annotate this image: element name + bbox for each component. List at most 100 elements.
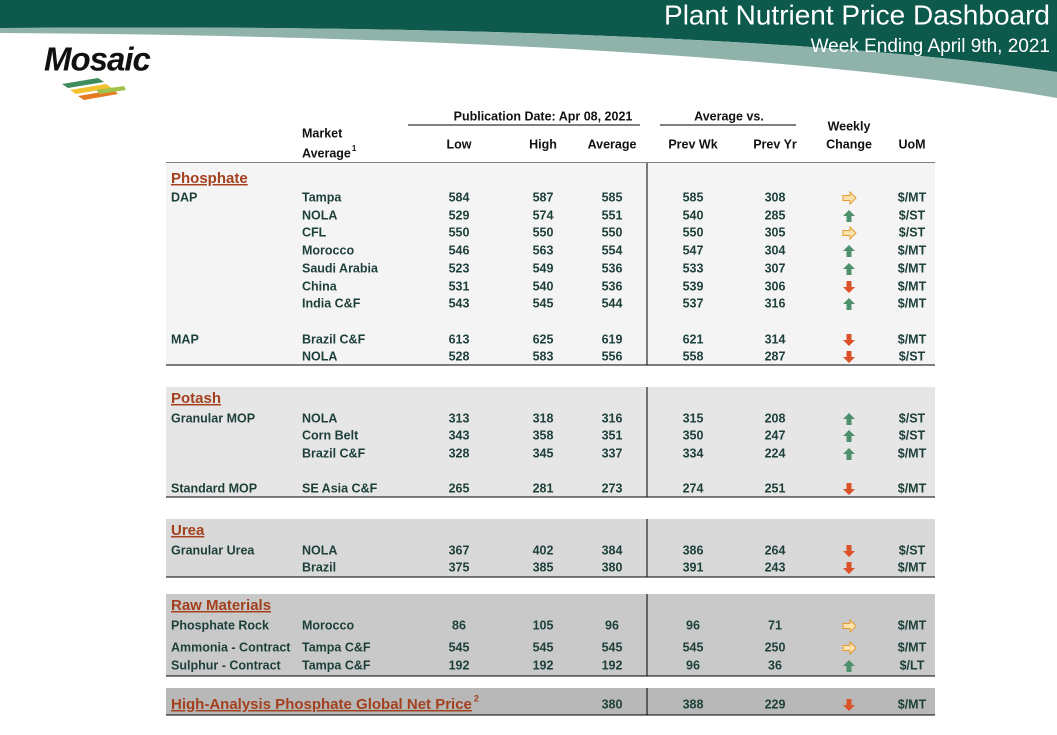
column-head: Average	[588, 137, 637, 151]
cell: $/ST	[899, 349, 926, 363]
trend-arrow	[843, 263, 855, 275]
cell: $/MT	[898, 640, 927, 654]
cell: 585	[602, 190, 623, 204]
section-box	[166, 519, 935, 577]
group: MAP	[171, 332, 199, 346]
cell: 545	[533, 296, 554, 310]
cell: 523	[449, 261, 470, 275]
cell: 558	[683, 349, 704, 363]
footnote-marker: 2	[474, 693, 479, 703]
cell: 391	[683, 560, 704, 574]
section-box	[166, 594, 935, 676]
cell: $/ST	[899, 225, 926, 239]
column-head: Prev Wk	[668, 137, 717, 151]
cell: 380	[602, 697, 623, 711]
market: Brazil C&F	[302, 446, 366, 460]
cell: 192	[602, 658, 623, 672]
trend-arrow	[843, 351, 855, 363]
cell: 208	[765, 411, 786, 425]
cell: 265	[449, 481, 470, 495]
cell: $/MT	[898, 279, 927, 293]
cell: $/MT	[898, 261, 927, 275]
cell: $/MT	[898, 190, 927, 204]
cell: 540	[683, 208, 704, 222]
cell: 345	[533, 446, 554, 460]
trend-arrow	[843, 562, 855, 574]
cell: 386	[683, 543, 704, 557]
column-head: Prev Yr	[753, 137, 797, 151]
cell: 529	[449, 208, 470, 222]
title: Plant Nutrient Price Dashboard	[664, 0, 1050, 30]
cell: 375	[449, 560, 470, 574]
cell: 536	[602, 261, 623, 275]
cell: 550	[683, 225, 704, 239]
market: Morocco	[302, 618, 354, 632]
cell: 328	[449, 446, 470, 460]
column-head: Change	[826, 137, 872, 151]
section-box	[166, 688, 935, 715]
cell: 574	[533, 208, 554, 222]
cell: $/MT	[898, 332, 927, 346]
trend-arrow	[842, 640, 857, 656]
cell: 316	[602, 411, 623, 425]
cell: $/MT	[898, 296, 927, 310]
trend-arrow	[843, 245, 855, 257]
market: Tampa	[302, 190, 342, 204]
cell: 563	[533, 243, 554, 257]
cell: 545	[533, 640, 554, 654]
cell: 281	[533, 481, 554, 495]
market: India C&F	[302, 296, 361, 310]
cell: 229	[765, 697, 786, 711]
cell: 621	[683, 332, 704, 346]
cell: 625	[533, 332, 554, 346]
cell: 96	[686, 658, 700, 672]
cell: 318	[533, 411, 554, 425]
cell: 550	[449, 225, 470, 239]
market: Tampa C&F	[302, 658, 371, 672]
trend-arrow	[843, 483, 855, 495]
cell: 549	[533, 261, 554, 275]
market: NOLA	[302, 411, 337, 425]
group: Granular Urea	[171, 543, 255, 557]
cell: 556	[602, 349, 623, 363]
column-head: UoM	[898, 137, 925, 151]
market: NOLA	[302, 208, 337, 222]
header-stripe	[0, 27, 1057, 98]
trend-arrow	[843, 545, 855, 557]
cell: 314	[765, 332, 786, 346]
header-band	[0, 0, 1057, 72]
logo-mark	[62, 78, 126, 100]
market: Brazil C&F	[302, 332, 366, 346]
cell: 351	[602, 428, 623, 442]
cell: $/MT	[898, 697, 927, 711]
market: Saudi Arabia	[302, 261, 379, 275]
cell: 313	[449, 411, 470, 425]
cell: 334	[683, 446, 704, 460]
cell: $/ST	[899, 208, 926, 222]
cell: 547	[683, 243, 704, 257]
trend-arrow	[842, 225, 857, 241]
cell: 358	[533, 428, 554, 442]
column-head: High	[529, 137, 557, 151]
cell: 550	[602, 225, 623, 239]
section-title: Urea	[171, 522, 205, 539]
section-box	[166, 163, 935, 365]
cell: 304	[765, 243, 786, 257]
cell: 273	[602, 481, 623, 495]
cell: 536	[602, 279, 623, 293]
trend-arrow	[843, 281, 855, 293]
cell: 315	[683, 411, 704, 425]
trend-arrow	[843, 430, 855, 442]
column-head: Low	[447, 137, 472, 151]
cell: 545	[683, 640, 704, 654]
trend-arrow	[843, 298, 855, 310]
cell: 86	[452, 618, 466, 632]
cell: 546	[449, 243, 470, 257]
trend-arrow	[843, 660, 855, 672]
column-head: Weekly	[828, 119, 871, 133]
cell: 584	[449, 190, 470, 204]
group: Sulphur - Contract	[171, 658, 282, 672]
cell: 96	[605, 618, 619, 632]
cell: 540	[533, 279, 554, 293]
cell: 250	[765, 640, 786, 654]
